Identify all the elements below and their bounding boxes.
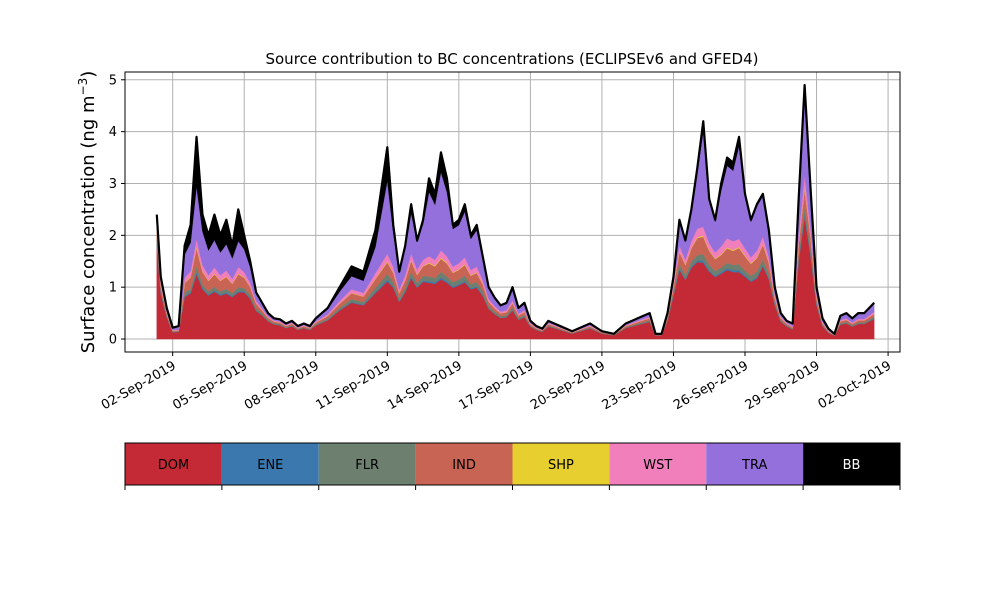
legend-label-flr: FLR <box>355 458 379 473</box>
y-tick-label: 1 <box>109 281 117 296</box>
x-tick-label: 05-Sep-2019 <box>170 358 250 413</box>
x-tick-label: 08-Sep-2019 <box>242 358 322 413</box>
x-tick-label: 20-Sep-2019 <box>528 358 608 413</box>
x-tick-label: 11-Sep-2019 <box>313 358 393 413</box>
legend-swatch-flr <box>318 443 416 485</box>
x-tick-label: 29-Sep-2019 <box>743 358 823 413</box>
total-line <box>155 83 875 335</box>
x-axis-ticks: 02-Sep-201905-Sep-201908-Sep-201911-Sep-… <box>99 352 894 413</box>
legend-swatch-wst <box>609 443 707 485</box>
plot-frame <box>124 71 901 353</box>
legend-label-bb: BB <box>843 458 861 473</box>
legend-swatch-dom <box>125 443 222 485</box>
y-tick-label: 2 <box>109 229 117 244</box>
legend-swatch-shp <box>512 443 610 485</box>
y-tick-label: 5 <box>109 73 117 88</box>
chart-title: Source contribution to BC concentrations… <box>265 50 758 68</box>
area-layers <box>156 84 875 340</box>
legend-swatch-bb <box>803 443 900 485</box>
x-tick-label: 17-Sep-2019 <box>457 358 537 413</box>
x-tick-label: 14-Sep-2019 <box>385 358 465 413</box>
x-tick-label: 26-Sep-2019 <box>671 358 751 413</box>
y-axis-label: Surface concentration (ng m−3) <box>76 71 99 354</box>
legend-label-wst: WST <box>643 458 672 473</box>
y-tick-label: 0 <box>109 333 117 348</box>
y-tick-label: 4 <box>109 125 117 140</box>
x-tick-label: 23-Sep-2019 <box>600 358 680 413</box>
legend-label-shp: SHP <box>548 458 574 473</box>
legend-label-ind: IND <box>452 458 476 473</box>
y-tick-label: 3 <box>109 177 117 192</box>
x-tick-label: 02-Oct-2019 <box>816 358 894 412</box>
legend-swatch-ind <box>415 443 513 485</box>
legend-label-tra: TRA <box>741 458 767 473</box>
total-line-group <box>155 83 875 335</box>
legend-label-ene: ENE <box>257 458 283 473</box>
legend-swatch-tra <box>706 443 804 485</box>
x-tick-label: 02-Sep-2019 <box>99 358 179 413</box>
legend-label-dom: DOM <box>158 458 189 473</box>
legend-colorbar: DOM ENE FLR IND SHP WST TRA BB <box>124 442 901 490</box>
legend-swatch-ene <box>221 443 319 485</box>
y-axis-ticks: 0 1 2 3 4 5 <box>109 73 125 348</box>
